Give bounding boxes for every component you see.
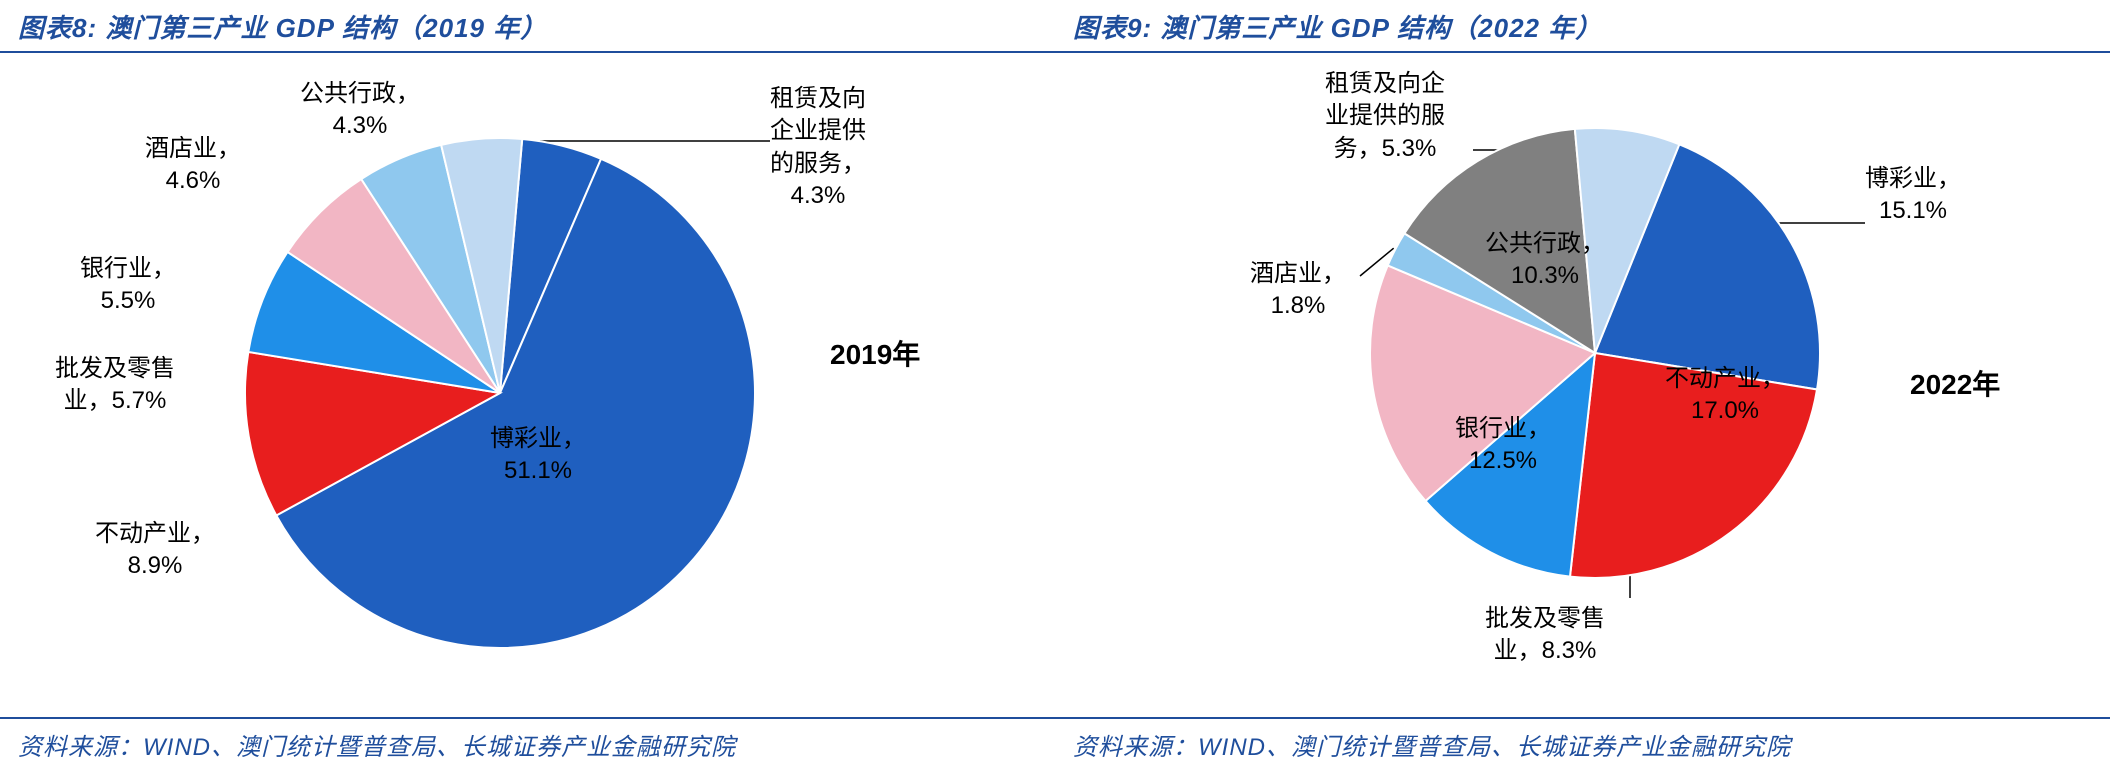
year-label-2022: 2022年 (1910, 363, 2000, 403)
slice-label: 博彩业， 51.1% (490, 423, 586, 488)
slice-label: 不动产业， 8.9% (95, 518, 215, 583)
slice-label: 公共行政， 4.3% (300, 78, 420, 143)
panel-title-2019: 图表8: 澳门第三产业 GDP 结构（2019 年） (0, 0, 1055, 53)
slice-label: 不动产业， 17.0% (1665, 363, 1785, 428)
chart-area-2019: 租赁及向 企业提供 的服务， 4.3% 博彩业， 51.1% 不动产业， 8.9% 批… (0, 53, 1055, 693)
year-label-2019: 2019年 (830, 333, 920, 373)
slice-label: 批发及零售 业，8.3% (1485, 603, 1605, 668)
slice-label: 公共行政， 10.3% (1485, 228, 1605, 293)
slice-label: 酒店业， 1.8% (1250, 258, 1346, 323)
chart-area-2022: 博彩业， 15.1% 不动产业， 17.0% 批发及零售 业，8.3% 银行业， 12… (1055, 53, 2110, 693)
slice-label: 银行业， 5.5% (80, 253, 176, 318)
slice-label: 博彩业， 15.1% (1865, 163, 1961, 228)
source-2019: 资料来源：WIND、澳门统计暨普查局、长城证券产业金融研究院 (0, 717, 1055, 770)
slice-label: 银行业， 12.5% (1455, 413, 1551, 478)
slice-label: 批发及零售 业，5.7% (55, 353, 175, 418)
slice-label: 租赁及向 企业提供 的服务， 4.3% (770, 83, 866, 213)
slice-label: 酒店业， 4.6% (145, 133, 241, 198)
panel-2019: 图表8: 澳门第三产业 GDP 结构（2019 年） 租赁及向 企业提供 的服务… (0, 0, 1055, 770)
source-2022: 资料来源：WIND、澳门统计暨普查局、长城证券产业金融研究院 (1055, 717, 2110, 770)
slice-label: 租赁及向企 业提供的服 务，5.3% (1325, 68, 1445, 165)
panel-2022: 图表9: 澳门第三产业 GDP 结构（2022 年） 博彩业， 15.1% 不动产… (1055, 0, 2110, 770)
panel-title-2022: 图表9: 澳门第三产业 GDP 结构（2022 年） (1055, 0, 2110, 53)
